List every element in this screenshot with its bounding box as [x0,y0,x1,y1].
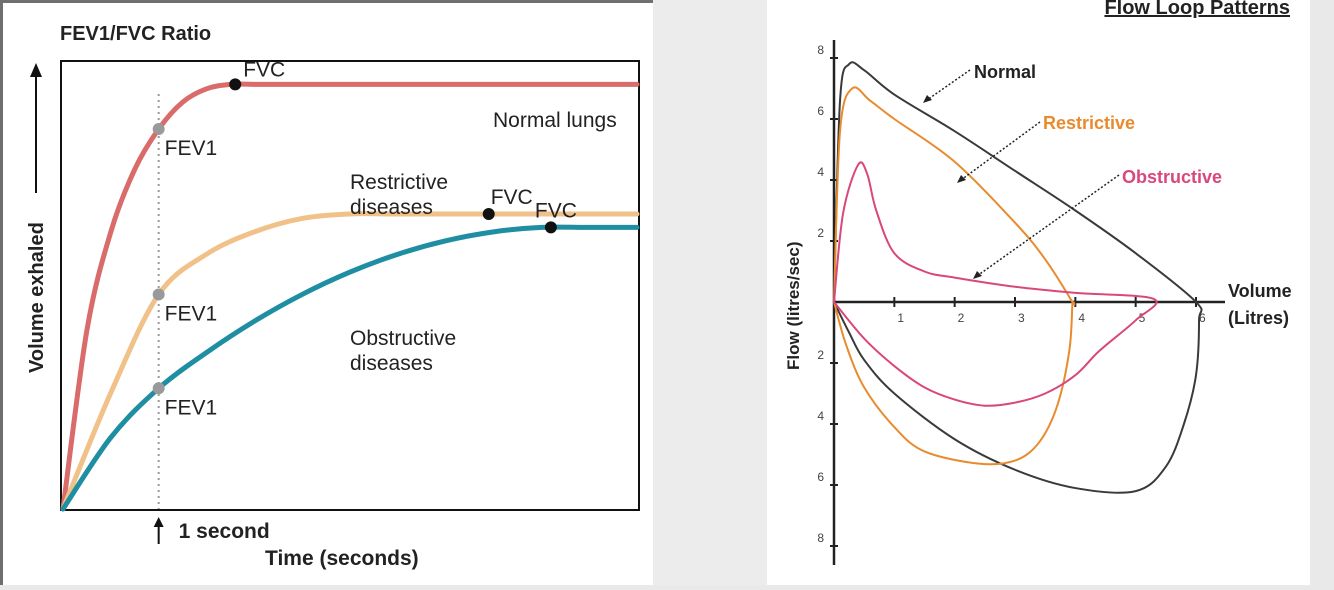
chart2-xlabel-line1: Volume [1228,281,1292,301]
fev1-label-restrictive-diseases: FEV1 [165,302,218,325]
normal-lungs-label: Normal lungs [493,109,617,132]
fvc-point-restrictive-diseases [482,207,495,220]
y-tick-label: 4 [817,165,824,179]
x-tick-label: 1 [897,311,904,325]
normal-annotation: Normal [974,62,1036,82]
x-tick-label: 6 [1199,311,1206,325]
flow-loop-panel: Flow Loop Patterns 1 2 3 4 5 6 2 4 6 8 2 4 6 8 Volume… [767,0,1310,585]
x-tick-label: 3 [1018,311,1025,325]
obstructive-annotation: Obstructive [1122,167,1222,187]
fev1-point-restrictive-diseases [152,288,165,301]
fev1-fvc-chart: FEV1/FVC Ratio Volume exhaled 1 second T… [26,23,640,570]
one-second-label: 1 second [179,520,270,543]
right-margin-strip [1310,0,1334,585]
obstructive-leader-arrow [973,174,1120,279]
chart2-xlabel-line2: (Litres) [1228,308,1289,328]
x-tick-label: 2 [958,311,965,325]
chart1-plot-frame [60,60,640,511]
curve-restrictive-diseases [60,211,640,512]
fvc-label-obstructive-diseases: FVC [535,199,577,222]
fev1-label-obstructive-diseases: FEV1 [165,396,218,419]
obstructive-label-1: Obstructive [350,327,456,350]
y-tick-label: 8 [817,43,824,57]
restrictive-leader-arrow [957,121,1041,183]
fev1-point-obstructive-diseases [152,382,165,395]
curve-normal-lungs [60,81,640,512]
one-second-arrow [153,517,164,544]
loop-restrictive [833,86,1076,466]
y-tick-label: 2 [817,226,824,240]
chart1-xlabel: Time (seconds) [265,547,419,570]
y-tick-label: 2 [817,348,824,362]
loop-normal [833,61,1203,494]
fev1-fvc-panel: FEV1/FVC Ratio Volume exhaled 1 second T… [0,0,653,585]
fvc-point-normal-lungs [229,78,242,91]
y-tick-label: 8 [817,531,824,545]
restrictive-label-2: diseases [350,196,433,219]
chart2-title: Flow Loop Patterns [1104,0,1290,19]
chart2-series-group [833,61,1203,494]
y-tick-label: 6 [817,104,824,118]
chart1-series-group: FEV1 FVC FEV1 FVC FEV1 FVC [60,58,640,512]
x-tick-label: 4 [1078,311,1085,325]
fev1-point-normal-lungs [152,123,165,136]
fvc-label-normal-lungs: FVC [243,58,285,81]
chart2-ylabel: Flow (litres/sec) [784,242,803,370]
flow-loop-chart: Flow Loop Patterns 1 2 3 4 5 6 2 4 6 8 2 4 6 8 Volume… [784,0,1292,565]
x-tick-label: 5 [1139,311,1146,325]
curve-obstructive-diseases [60,224,640,512]
chart1-ylabel: Volume exhaled [26,222,48,373]
loop-obstructive [833,161,1158,407]
panel-gap [653,0,767,585]
restrictive-label-1: Restrictive [350,171,448,194]
normal-leader-arrow [923,69,971,103]
restrictive-annotation: Restrictive [1043,113,1135,133]
fev1-label-normal-lungs: FEV1 [165,137,218,160]
chart2-axes: 1 2 3 4 5 6 2 4 6 8 2 4 6 8 [817,40,1225,565]
y-tick-label: 6 [817,470,824,484]
fvc-label-restrictive-diseases: FVC [491,186,533,209]
y-tick-label: 4 [817,409,824,423]
fvc-point-obstructive-diseases [544,221,557,234]
y-axis-arrow [30,63,42,193]
obstructive-label-2: diseases [350,352,433,375]
chart1-title: FEV1/FVC Ratio [60,23,211,45]
